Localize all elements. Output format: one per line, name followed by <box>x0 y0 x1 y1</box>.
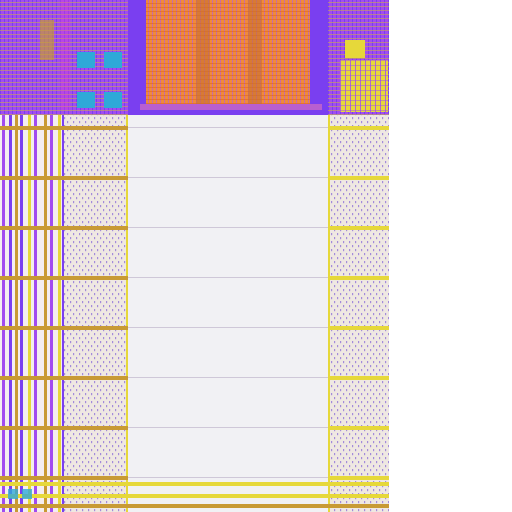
bus-line <box>15 115 18 512</box>
fill-pattern-column-right[interactable] <box>328 115 389 512</box>
macro-routing-channel <box>248 0 262 104</box>
routed-core-macro[interactable] <box>146 0 310 104</box>
diffusion-strip <box>40 20 54 60</box>
via-cluster <box>104 52 122 68</box>
bottom-rail <box>0 494 389 498</box>
row-strap-left <box>0 226 128 230</box>
row-strap-left <box>0 326 128 330</box>
via-cluster <box>104 92 122 108</box>
row-strap-right <box>328 326 389 330</box>
row-strap-right <box>328 176 389 180</box>
row-straps <box>0 126 389 480</box>
fill-column-edge <box>328 115 330 512</box>
fill-pattern-column-left[interactable] <box>64 115 128 512</box>
row-boundary-line <box>128 227 328 228</box>
via-cluster <box>77 52 95 68</box>
row-boundary-line <box>128 427 328 428</box>
metal-strip <box>60 0 70 110</box>
row-strap-right <box>328 126 389 130</box>
bus-line <box>9 115 12 512</box>
right-logic-poly <box>340 60 388 112</box>
row-strap-left <box>0 426 128 430</box>
row-strap-right <box>328 426 389 430</box>
row-strap-right <box>328 476 389 480</box>
bus-line <box>58 115 61 512</box>
row-boundary-line <box>128 177 328 178</box>
left-power-bus-columns[interactable] <box>0 115 64 512</box>
row-strap-left <box>0 176 128 180</box>
bus-line <box>44 115 47 512</box>
bus-line <box>34 115 37 512</box>
bottom-rail <box>0 482 389 486</box>
row-boundary-line <box>128 477 328 478</box>
top-dense-region[interactable] <box>0 0 389 115</box>
bus-line <box>62 115 64 512</box>
row-strap-right <box>328 276 389 280</box>
bus-line <box>28 115 31 512</box>
macro-power-ring <box>140 104 322 110</box>
row-boundary-line <box>128 327 328 328</box>
bus-line <box>2 115 5 512</box>
row-boundary-line <box>128 377 328 378</box>
row-strap-right <box>328 376 389 380</box>
bottom-rail <box>0 504 389 508</box>
row-boundary-line <box>128 127 328 128</box>
right-logic-poly <box>345 40 365 58</box>
bus-line <box>20 115 23 512</box>
row-strap-left <box>0 376 128 380</box>
via-cluster <box>22 489 32 499</box>
bus-line <box>50 115 53 512</box>
row-strap-left <box>0 476 128 480</box>
via-cluster <box>8 489 18 499</box>
empty-core-area[interactable] <box>128 115 328 512</box>
macro-routing-channel <box>196 0 210 104</box>
fill-column-edge <box>126 115 128 512</box>
via-cluster <box>77 92 95 108</box>
row-strap-left <box>0 126 128 130</box>
row-strap-left <box>0 276 128 280</box>
row-strap-right <box>328 226 389 230</box>
bottom-rail-region <box>0 482 389 508</box>
row-boundary-line <box>128 277 328 278</box>
